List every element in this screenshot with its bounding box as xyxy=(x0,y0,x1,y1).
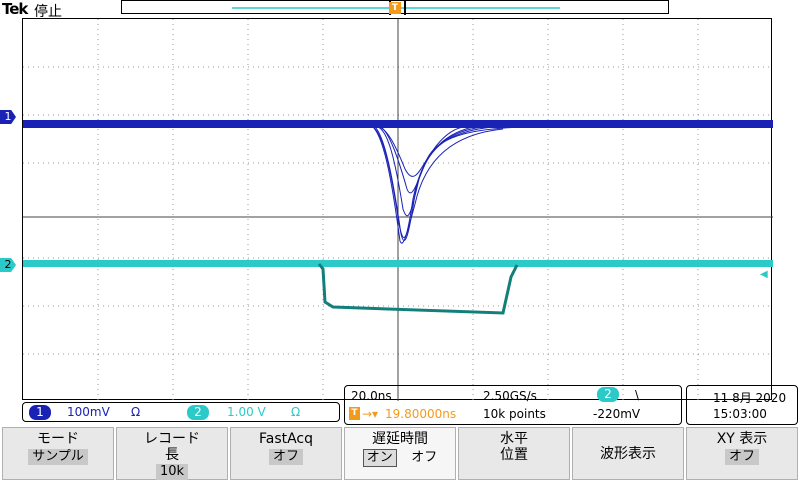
delay-trigger-icon: T xyxy=(349,407,360,420)
sample-rate: 2.50GS/s xyxy=(483,389,537,403)
channel-2-termination: Ω xyxy=(291,405,301,419)
channel-1-marker[interactable]: 1 xyxy=(0,110,16,124)
time-per-division: 20.0ns xyxy=(351,389,392,403)
horizontal-position-label-2: 位置 xyxy=(500,447,528,463)
fastacq-label: FastAcq xyxy=(258,431,314,447)
xy-display-button[interactable]: XY 表示 オフ xyxy=(686,427,798,480)
trigger-position-top-icon: T xyxy=(389,2,401,14)
waveform-display xyxy=(23,19,773,401)
channel-2-badge: 2 xyxy=(187,405,209,420)
record-length-label: レコード xyxy=(144,431,200,447)
channel-2-marker[interactable]: 2 xyxy=(0,258,16,272)
delay-arrow-icon: →▾ xyxy=(362,407,379,421)
waveform-graticule[interactable] xyxy=(22,18,773,401)
waveform-display-label: 波形表示 xyxy=(600,446,656,462)
mode-label: モード xyxy=(37,431,79,447)
horizontal-position-button[interactable]: 水平 位置 xyxy=(458,427,570,480)
trigger-level-icon[interactable]: ◀ xyxy=(760,269,768,280)
record-length-button[interactable]: レコード 長 10k xyxy=(116,427,228,480)
trigger-level: -220mV xyxy=(593,407,641,421)
waveform-display-button[interactable]: 波形表示 xyxy=(572,427,684,480)
fastacq-value: オフ xyxy=(268,449,303,465)
acquisition-status: 停止 xyxy=(34,4,62,20)
status-bar: Tek 停止 T xyxy=(0,0,800,20)
delay-on-option[interactable]: オン xyxy=(362,449,397,467)
brand-logo: Tek xyxy=(2,0,28,18)
channel-1-termination: Ω xyxy=(131,405,141,419)
bottom-menu: モード サンプル レコード 長 10k FastAcq オフ 遅延時間 オン オ… xyxy=(0,427,800,480)
mode-button[interactable]: モード サンプル xyxy=(2,427,114,480)
xy-display-value: オフ xyxy=(724,449,759,465)
time: 15:03:00 xyxy=(713,407,767,421)
delay-mode-label: 遅延時間 xyxy=(372,431,428,447)
delay-mode-button[interactable]: 遅延時間 オン オフ xyxy=(344,427,456,480)
delay-off-option[interactable]: オフ xyxy=(411,450,438,465)
timebase-readout[interactable]: 20.0ns 2.50GS/s 2 \ T →▾ 19.80000ns 10k … xyxy=(344,385,682,425)
channel-settings-readout[interactable]: 1 100mV Ω 2 1.00 V Ω xyxy=(22,402,340,422)
trigger-source-badge: 2 xyxy=(597,387,619,402)
date-time-readout: 11 8月 2020 15:03:00 xyxy=(686,385,798,425)
date: 11 8月 2020 xyxy=(713,391,787,405)
record-points: 10k points xyxy=(483,407,546,421)
record-length-label-2: 長 xyxy=(165,447,179,463)
trigger-slope-icon: \ xyxy=(635,388,640,402)
horizontal-position-label: 水平 xyxy=(500,431,528,447)
fastacq-button[interactable]: FastAcq オフ xyxy=(230,427,342,480)
mode-value: サンプル xyxy=(28,449,88,465)
delay-value: 19.80000ns xyxy=(385,407,457,421)
xy-display-label: XY 表示 xyxy=(716,431,768,447)
channel-2-scale: 1.00 V xyxy=(227,405,266,419)
channel-1-badge: 1 xyxy=(29,405,51,420)
channel-1-scale: 100mV xyxy=(67,405,110,419)
record-length-value: 10k xyxy=(155,464,189,480)
